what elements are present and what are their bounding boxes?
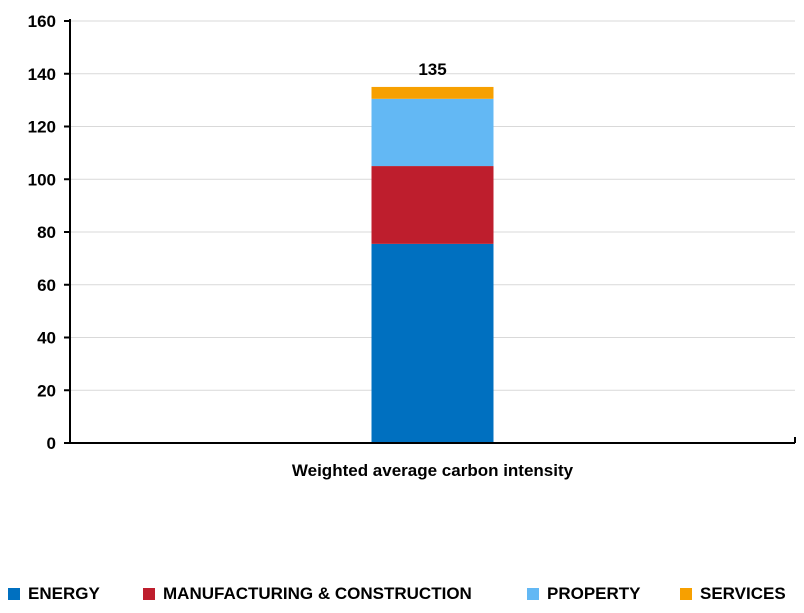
legend-label: MANUFACTURING & CONSTRUCTION <box>163 584 472 603</box>
legend-swatch <box>680 588 692 600</box>
x-category-label: Weighted average carbon intensity <box>292 461 574 480</box>
y-tick-label: 40 <box>37 329 56 348</box>
legend-item: PROPERTY <box>527 584 641 604</box>
legend-swatch <box>527 588 539 600</box>
y-tick-label: 60 <box>37 276 56 295</box>
legend-item: ENERGY <box>8 584 100 604</box>
labels: 135 Weighted average carbon intensity <box>292 60 574 480</box>
bar-segment-energy <box>371 243 494 443</box>
y-tick-label: 140 <box>28 65 56 84</box>
legend-item: MANUFACTURING & CONSTRUCTION <box>143 584 472 604</box>
legend-label: SERVICES <box>700 584 786 603</box>
bars <box>371 86 494 443</box>
legend-swatch <box>143 588 155 600</box>
axes <box>64 19 796 444</box>
legend-label: ENERGY <box>28 584 100 603</box>
y-tick-label: 100 <box>28 170 56 189</box>
y-tick-label: 20 <box>37 381 56 400</box>
y-tick-labels: 0 20 40 60 80 100 120 140 160 <box>28 12 56 453</box>
legend-item: SERVICES <box>680 584 786 604</box>
y-tick-label: 80 <box>37 223 56 242</box>
bar-segment-manufacturing-construction <box>371 166 494 244</box>
bar-segment-services <box>371 86 494 99</box>
y-tick-label: 160 <box>28 12 56 31</box>
bar-segment-property <box>371 98 494 167</box>
legend-label: PROPERTY <box>547 584 641 603</box>
y-tick-label: 0 <box>47 434 56 453</box>
total-data-label: 135 <box>418 60 446 79</box>
legend: ENERGY MANUFACTURING & CONSTRUCTION PROPER… <box>0 584 804 610</box>
y-tick-label: 120 <box>28 118 56 137</box>
legend-swatch <box>8 588 20 600</box>
